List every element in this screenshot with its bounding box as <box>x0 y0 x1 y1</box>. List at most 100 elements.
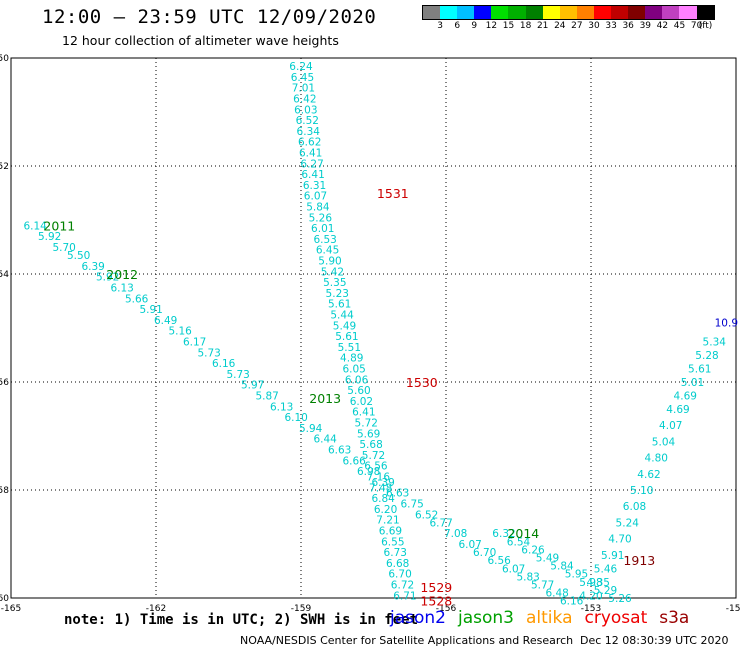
color-scale-cell <box>440 6 458 19</box>
wave-height-label: 6.55 <box>381 536 404 548</box>
wave-height-label: 6.16 <box>560 596 584 608</box>
wave-height-label: 5.44 <box>330 310 354 322</box>
wave-height-label: 6.56 <box>487 555 511 567</box>
wave-height-label: 6.26 <box>521 544 545 556</box>
color-scale-cell <box>611 6 629 19</box>
wave-height-label: 5.94 <box>299 423 323 435</box>
wave-height-label: 6.03 <box>294 104 317 116</box>
color-scale-label: 39 <box>639 21 652 31</box>
wave-height-label: 5.24 <box>616 517 640 529</box>
wave-height-label: 5.91 <box>601 550 624 562</box>
color-scale-cell <box>576 6 594 19</box>
wave-height-label: 6.48 <box>545 588 568 600</box>
wave-height-label: 6.41 <box>301 169 324 181</box>
color-scale-cell <box>593 6 612 19</box>
wave-height-label: 5.77 <box>531 580 554 592</box>
wave-height-label: 4.89 <box>340 353 363 365</box>
wave-height-label: 6.10 <box>284 412 307 424</box>
y-tick-label: -60 <box>0 594 9 604</box>
wave-height-label: 5.46 <box>594 563 618 575</box>
wave-height-label: 5.29 <box>594 585 617 597</box>
wave-height-label: 4.80 <box>645 453 668 465</box>
wave-height-label: 6.70 <box>388 569 411 581</box>
legend-entry-s3a: s3a <box>659 608 690 628</box>
wave-height-label: 6.07 <box>304 191 327 203</box>
wave-height-label: 4.69 <box>666 404 689 416</box>
wave-height-label: 5.73 <box>226 369 249 381</box>
wave-height-label: 6.42 <box>293 94 316 106</box>
wave-height-label: 6.53 <box>313 234 336 246</box>
color-scale-cell <box>542 6 560 19</box>
wave-height-label: 5.42 <box>321 266 344 278</box>
color-scale-cell <box>457 6 475 19</box>
color-scale-label: 36 <box>622 21 634 31</box>
wave-height-label: 6.72 <box>391 580 414 592</box>
wave-height-label: 6.45 <box>291 72 314 84</box>
wave-height-label: 6.02 <box>350 396 373 408</box>
color-scale-legend: 3 6 9 12 15 18 21 24 27 30 33 36 39 42 45 70 (ft) <box>422 5 715 32</box>
wave-height-label: 5.61 <box>328 299 351 311</box>
color-scale-cell <box>645 6 663 19</box>
pass-time-annotation: 2011 <box>43 218 75 233</box>
wave-height-label: 7.21 <box>376 515 399 527</box>
color-scale-cell <box>696 6 714 19</box>
color-scale-label: 24 <box>554 21 566 31</box>
wave-height-label: 6.62 <box>298 137 321 149</box>
x-tick-label: -156 <box>436 604 457 614</box>
wave-height-label: 5.28 <box>695 350 718 362</box>
wave-height-label: 5.16 <box>168 326 192 338</box>
color-scale-cell <box>559 6 577 19</box>
wave-height-label: 6.54 <box>507 536 531 548</box>
wave-height-label: 6.45 <box>316 245 339 257</box>
wave-height-label: 6.52 <box>296 115 319 127</box>
wave-height-label: 6.16 <box>212 358 236 370</box>
wave-height-label: 6.77 <box>429 517 452 529</box>
satellite-legend: jason2 jason3 altika cryosat s3a <box>390 608 701 628</box>
wave-height-label: 7.48 <box>369 482 392 494</box>
color-scale-cell <box>423 6 441 19</box>
wave-height-label: 5.51 <box>338 342 361 354</box>
color-scale-label: 18 <box>519 21 532 31</box>
color-scale-unit: (ft) <box>698 21 713 31</box>
wave-height-label: 6.08 <box>623 501 646 513</box>
legend-entry-altika: altika <box>526 608 573 628</box>
wave-height-label: 5.49 <box>333 320 356 332</box>
wave-height-label: 5.98 <box>579 577 602 589</box>
wave-height-label: 5.69 <box>357 428 380 440</box>
wave-height-label: 6.14 <box>23 220 47 232</box>
wave-height-label: 5.84 <box>550 561 574 573</box>
wave-height-label: 6.13 <box>110 283 133 295</box>
legend-entry-jason3: jason3 <box>458 608 514 628</box>
color-scale-label: 70 <box>690 21 703 31</box>
wave-height-label: 5.61 <box>335 331 358 343</box>
pass-time-annotation: 1531 <box>377 186 409 201</box>
wave-height-label: 6.73 <box>384 547 407 559</box>
color-scale-label: 33 <box>605 21 617 31</box>
wave-height-label: 5.01 <box>681 377 704 389</box>
wave-height-label: 5.26 <box>309 212 333 224</box>
wave-height-label: 5.10 <box>630 485 653 497</box>
wave-height-label: 5.70 <box>52 242 75 254</box>
y-tick-label: -52 <box>0 162 9 172</box>
wave-height-label: 6.68 <box>386 558 409 570</box>
wave-height-label: 6.07 <box>502 563 525 575</box>
wave-height-label: 5.90 <box>318 256 341 268</box>
wave-height-label: 7.08 <box>444 528 467 540</box>
wave-height-label: 7.01 <box>292 83 315 95</box>
color-scale-label: 27 <box>571 21 583 31</box>
legend-entry-cryosat: cryosat <box>584 608 648 628</box>
y-tick-label: -58 <box>0 486 9 496</box>
color-scale-cell <box>508 6 526 19</box>
wave-height-label: 5.72 <box>355 418 378 430</box>
units-note: note: 1) Time is in UTC; 2) SWH is in fe… <box>64 612 419 628</box>
wave-height-label: 5.49 <box>536 553 559 565</box>
wave-height-label: 6.01 <box>311 223 334 235</box>
x-tick-label: -165 <box>1 604 21 614</box>
wave-height-label: 6.41 <box>352 407 375 419</box>
wave-height-label: 7.16 <box>367 472 391 484</box>
wave-height-label: 6.75 <box>400 499 423 511</box>
color-scale-label: 6 <box>454 21 461 31</box>
wave-height-label: 6.17 <box>183 337 206 349</box>
wave-height-label: 5.97 <box>241 380 264 392</box>
wave-height-label: 5.60 <box>347 385 370 397</box>
